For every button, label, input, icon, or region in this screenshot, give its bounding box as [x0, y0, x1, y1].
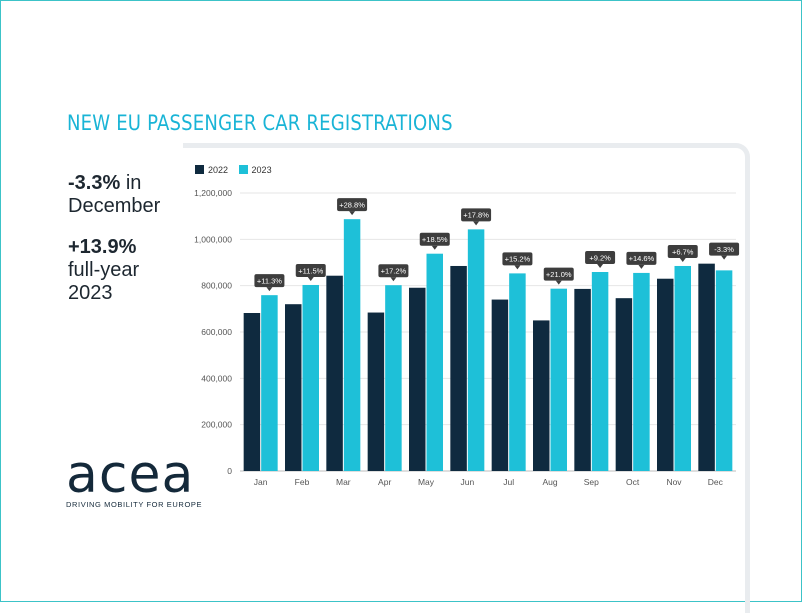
page-title: NEW EU PASSENGER CAR REGISTRATIONS — [67, 111, 453, 135]
bar-2023 — [467, 229, 485, 471]
bar-2023 — [674, 265, 691, 471]
change-label: +6.7% — [672, 247, 694, 256]
change-label-pointer — [597, 263, 604, 268]
bar-2022 — [657, 278, 674, 471]
logo-tagline: DRIVING MOBILITY FOR EUROPE — [66, 500, 203, 509]
x-tick-label: Feb — [295, 477, 310, 487]
change-label: +17.2% — [381, 267, 407, 276]
change-label-box — [337, 198, 368, 212]
x-tick-label: Apr — [378, 477, 391, 487]
december-stat: -3.3% in December — [68, 172, 160, 218]
bar-2023 — [633, 272, 650, 471]
change-label: +11.5% — [298, 266, 323, 275]
change-label-box — [543, 267, 574, 281]
december-change-month: December — [68, 195, 161, 217]
change-label-box — [626, 251, 657, 265]
full-year-change-value: +13.9% — [68, 236, 137, 258]
legend-label-2023: 2023 — [251, 164, 272, 175]
change-label: +17.8% — [463, 211, 489, 220]
change-label: +11.3% — [257, 276, 282, 285]
bar-2022 — [450, 265, 467, 471]
bar-2022 — [574, 288, 591, 471]
change-label-pointer — [555, 280, 562, 285]
bar-2022 — [491, 299, 509, 471]
change-label-pointer — [473, 221, 480, 226]
logo-wordmark: acea — [66, 445, 195, 505]
bar-2022 — [326, 275, 343, 471]
x-tick-label: Oct — [626, 477, 640, 487]
bar-2023 — [591, 271, 609, 471]
change-label-pointer — [349, 211, 356, 216]
change-label: +15.2% — [505, 255, 531, 264]
change-label-box — [461, 208, 492, 222]
x-tick-label: Jul — [503, 477, 514, 487]
bar-2023 — [302, 284, 319, 471]
full-year-label: full-year — [68, 259, 140, 281]
x-tick-label: Sep — [584, 477, 599, 487]
change-label-box — [585, 250, 616, 264]
change-label: +14.6% — [629, 254, 655, 263]
change-label-pointer — [431, 245, 438, 250]
bar-2023 — [426, 253, 443, 471]
change-label: +21.0% — [546, 270, 572, 279]
change-label: +9.2% — [589, 253, 611, 262]
change-label: -3.3% — [714, 245, 734, 254]
change-label-pointer — [266, 287, 273, 292]
x-tick-label: May — [418, 477, 435, 487]
legend-swatch-2022 — [195, 165, 204, 175]
bar-2023 — [343, 219, 361, 471]
change-label-box — [295, 263, 326, 277]
bar-2023 — [715, 270, 733, 471]
bar-2022 — [243, 313, 261, 471]
bar-2023 — [385, 285, 402, 471]
legend-swatch-2023 — [238, 165, 248, 175]
change-label: +18.5% — [422, 235, 448, 244]
full-year-stat: +13.9% full-year 2023 — [68, 236, 139, 305]
x-tick-label: Mar — [336, 477, 351, 487]
y-tick-label: 600,000 — [201, 327, 232, 337]
change-label: +28.8% — [339, 200, 365, 209]
x-tick-label: Jun — [460, 477, 474, 487]
x-tick-label: Jan — [254, 477, 268, 487]
bar-2023 — [550, 288, 567, 471]
chart-card — [183, 143, 750, 613]
y-tick-label: 1,000,000 — [194, 234, 232, 244]
change-label-pointer — [390, 277, 397, 282]
bar-2023 — [261, 295, 278, 471]
change-label-pointer — [679, 257, 686, 262]
change-label-box — [378, 264, 409, 278]
bar-2022 — [285, 304, 302, 471]
bar-2022 — [409, 287, 426, 471]
chart-legend: 2022 2023 — [195, 164, 272, 175]
acea-logo: acea DRIVING MOBILITY FOR EUROPE — [66, 445, 203, 509]
change-label-box — [254, 274, 285, 288]
bar-2022 — [698, 263, 715, 471]
x-tick-label: Aug — [542, 477, 557, 487]
change-label-pointer — [638, 264, 645, 269]
bar-2023 — [509, 273, 526, 471]
y-tick-label: 0 — [227, 466, 232, 476]
december-change-value: -3.3% — [68, 172, 121, 194]
y-tick-label: 1,200,000 — [194, 188, 232, 198]
y-tick-label: 800,000 — [201, 281, 232, 291]
y-tick-label: 200,000 — [201, 420, 232, 430]
december-change-word: in — [125, 172, 142, 194]
change-label-box — [667, 244, 698, 258]
change-label-box — [419, 232, 450, 246]
y-tick-label: 400,000 — [201, 373, 232, 383]
x-tick-label: Dec — [708, 477, 724, 487]
change-label-pointer — [721, 255, 728, 260]
change-label-box — [502, 252, 533, 266]
bar-2022 — [367, 312, 385, 471]
change-label-pointer — [307, 276, 314, 281]
change-label-pointer — [514, 265, 521, 270]
x-tick-label: Nov — [666, 477, 682, 487]
bar-2022 — [533, 320, 550, 471]
change-label-box — [709, 242, 740, 256]
bar-2022 — [615, 298, 633, 471]
full-year-year: 2023 — [68, 282, 113, 304]
legend-label-2022: 2022 — [208, 164, 229, 175]
